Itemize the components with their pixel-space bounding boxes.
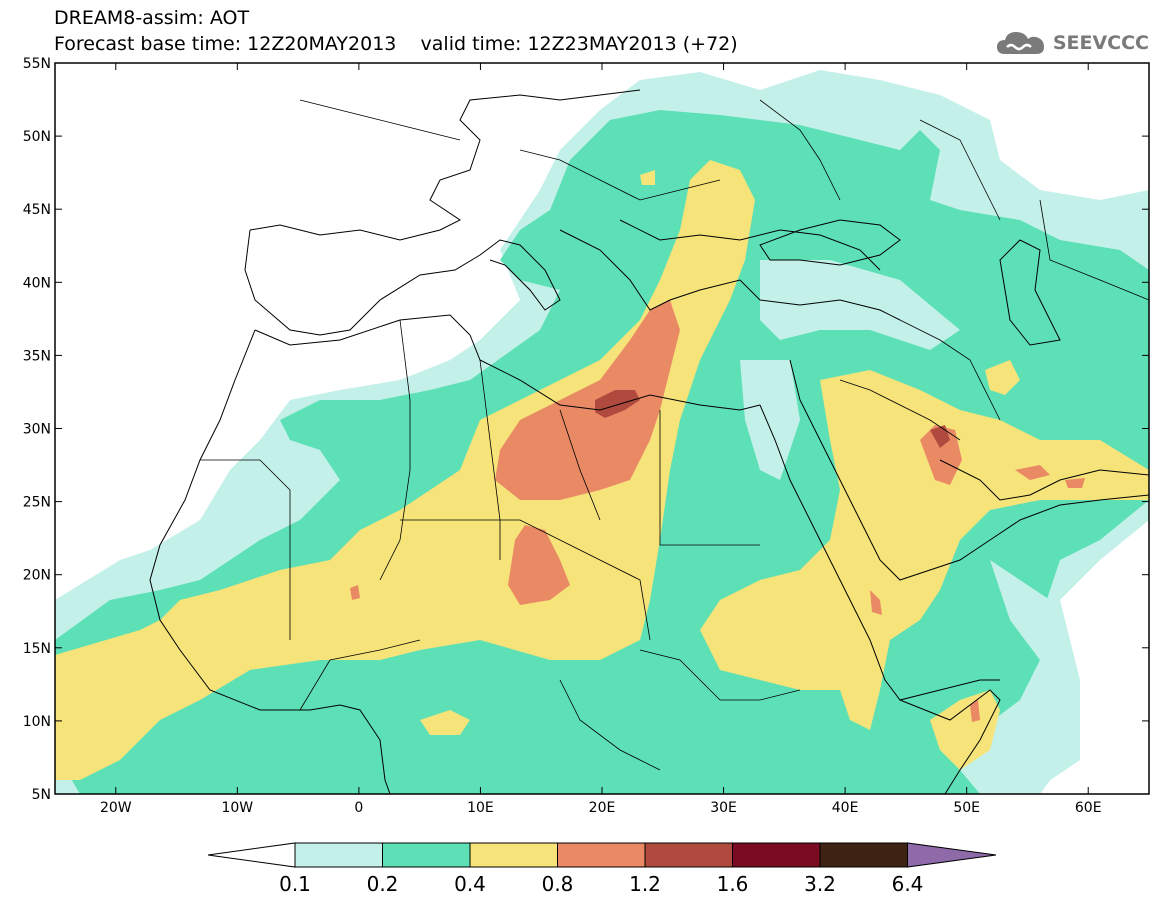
aot-zone-0.8-gulf (1065, 478, 1085, 488)
aot-zone-0.4-east (700, 370, 1149, 730)
colorbar-over-arrow (907, 842, 997, 868)
colorbar-label: 6.4 (892, 872, 924, 896)
lat-tick-label: 20N (23, 568, 51, 584)
lon-tick-label: 10E (467, 800, 494, 816)
chart-title: DREAM8-assim: AOT (54, 7, 250, 29)
lat-tick-label: 30N (23, 422, 51, 438)
colorbar-label: 0.8 (542, 872, 574, 896)
longitude-axis: 20W 10W 0 10E 20E 30E 40E 50E 60E (100, 63, 1102, 816)
brand-logo: SEEVCCC (995, 28, 1149, 58)
aot-zone-0.8-small (350, 585, 360, 600)
lon-tick-label: 20E (589, 800, 616, 816)
lon-tick-label: 10W (221, 800, 253, 816)
cloud-logo-icon (996, 32, 1044, 54)
colorbar-swatch (382, 842, 471, 868)
lon-tick-label: 50E (953, 800, 980, 816)
brand-name: SEEVCCC (1052, 32, 1149, 54)
colorbar-label: 1.6 (717, 872, 749, 896)
aot-field (55, 63, 1149, 794)
lon-tick-label: 0 (354, 800, 363, 816)
colorbar-swatch (644, 842, 733, 868)
latitude-axis: 55N 50N 45N 40N 35N 30N 25N 20N 15N 10N 5N (23, 56, 1149, 803)
lon-tick-label: 30E (710, 800, 737, 816)
colorbar-swatch (294, 842, 383, 868)
aot-zone-0.8 (495, 300, 680, 500)
lat-tick-label: 45N (23, 202, 51, 218)
aot-zone-0.4-small (985, 360, 1020, 395)
colorbar-swatch (557, 842, 646, 868)
colorbar-label: 0.1 (279, 872, 311, 896)
aot-zone-0.8-chad (508, 525, 570, 605)
colorbar-swatch (469, 842, 558, 868)
aot-zone-0.8-small (970, 700, 980, 722)
colorbar-label: 3.2 (804, 872, 836, 896)
lat-tick-label: 50N (23, 129, 51, 145)
lat-tick-label: 10N (23, 714, 51, 730)
lon-tick-label: 40E (832, 800, 859, 816)
aot-zone-0.4-horn (930, 690, 1000, 770)
colorbar-swatch (732, 842, 821, 868)
lat-tick-label: 40N (23, 275, 51, 291)
lat-tick-label: 5N (32, 787, 51, 803)
lon-tick-label: 20W (100, 800, 132, 816)
colorbar-under-arrow (207, 842, 296, 868)
colorbar-swatch (819, 842, 908, 868)
lon-tick-label: 60E (1075, 800, 1102, 816)
aot-zone-1.2 (595, 390, 640, 418)
colorbar-label: 1.2 (629, 872, 661, 896)
colorbar-label: 0.2 (367, 872, 399, 896)
aot-zone-0.4-small (640, 170, 655, 185)
colorbar: 0.1 0.2 0.4 0.8 1.2 1.6 3.2 6.4 (207, 842, 997, 896)
lat-tick-label: 15N (23, 641, 51, 657)
coastlines (149, 89, 1149, 794)
aot-zone-0.1-island (740, 360, 800, 480)
aot-zone-0.4 (55, 160, 755, 780)
lat-tick-label: 55N (23, 56, 51, 72)
colorbar-label: 0.4 (454, 872, 486, 896)
lat-tick-label: 35N (23, 348, 51, 364)
aot-zone-0.8-gulf (1015, 465, 1050, 480)
aot-zone-0.8-small (870, 590, 882, 615)
aot-zone-1.2-iraq (930, 425, 950, 448)
aot-zone-0.8-iraq (920, 425, 962, 485)
aot-zone-0.4-small (420, 710, 470, 735)
lat-tick-label: 25N (23, 495, 51, 511)
chart-subtitle: Forecast base time: 12Z20MAY2013 valid t… (54, 33, 738, 55)
